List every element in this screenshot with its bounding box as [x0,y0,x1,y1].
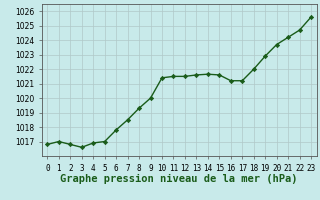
X-axis label: Graphe pression niveau de la mer (hPa): Graphe pression niveau de la mer (hPa) [60,174,298,184]
